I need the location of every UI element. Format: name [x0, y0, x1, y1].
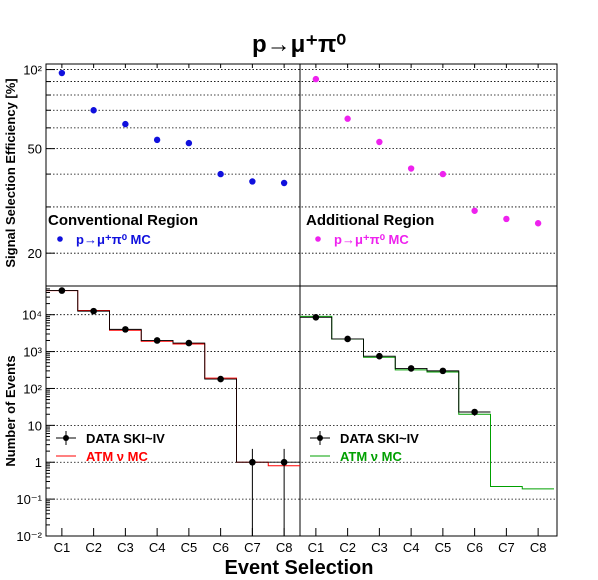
data-point [185, 339, 193, 347]
plot-area: 20 50 10² 10⁻² 10⁻¹ 1 10 10² 10³ 10⁴ C1 C2 C3 C4 C5 C6 C… [16, 63, 558, 555]
legend-marker [63, 435, 69, 441]
efficiency-point [185, 139, 193, 147]
x-tick-label: C2 [85, 540, 102, 555]
data-point [439, 367, 447, 375]
data-point [407, 365, 415, 372]
x-tick-label: C6 [212, 540, 229, 555]
bottom-y-axis-label: Number of Events [3, 355, 18, 466]
legend-marker [315, 236, 321, 242]
legend-entry: ATM ν MC [86, 449, 148, 464]
top-y-tick-label: 50 [28, 142, 42, 157]
data-step [46, 290, 300, 463]
x-tick-label: C5 [181, 540, 198, 555]
x-tick-label: C1 [54, 540, 71, 555]
region-label: Additional Region [306, 212, 434, 229]
efficiency-point [471, 207, 478, 214]
bottom-y-tick-label: 10³ [23, 345, 42, 360]
data-point [376, 352, 383, 360]
top-y-tick-label: 10² [23, 63, 42, 78]
top-frame [45, 63, 558, 287]
x-tick-label: C4 [149, 540, 166, 555]
x-tick-label: C4 [403, 540, 420, 555]
data-point [90, 307, 97, 315]
data-point [344, 335, 351, 343]
data-point [153, 337, 161, 344]
legend-entry: DATA SKI~IV [340, 431, 419, 446]
x-tick-label: C8 [530, 540, 547, 555]
x-tick-label: C1 [308, 540, 325, 555]
data-point [280, 458, 288, 466]
legend-entry: ATM ν MC [340, 449, 402, 464]
bottom-frame [45, 285, 558, 537]
region-label: Conventional Region [48, 212, 198, 229]
efficiency-point [58, 69, 66, 77]
x-tick-label: C3 [117, 540, 134, 555]
data-point [58, 287, 66, 294]
bottom-y-tick-label: 1 [35, 455, 42, 470]
mc-histogram [46, 290, 300, 467]
x-tick-label: C5 [435, 540, 452, 555]
chart-title: p→μ⁺π⁰ [252, 31, 346, 58]
legend-entry: p→μ⁺π⁰ MC [334, 232, 409, 247]
x-tick-label: C7 [498, 540, 515, 555]
data-step [300, 316, 491, 413]
efficiency-point [503, 215, 510, 223]
x-tick-label: C6 [466, 540, 483, 555]
x-tick-label: C3 [371, 540, 388, 555]
mc-histogram [300, 315, 554, 490]
x-tick-label: C7 [244, 540, 261, 555]
efficiency-point [153, 136, 161, 144]
data-point [471, 408, 478, 416]
x-tick-label: C2 [339, 540, 356, 555]
x-axis-label: Event Selection [225, 557, 374, 579]
legend-entry: DATA SKI~IV [86, 431, 165, 446]
efficiency-point [407, 165, 415, 172]
bottom-y-tick-label: 10⁻¹ [16, 492, 42, 507]
efficiency-point [90, 107, 97, 114]
top-y-axis-label: Signal Selection Efficiency [%] [3, 78, 18, 267]
efficiency-point [344, 115, 351, 122]
efficiency-point [534, 220, 542, 227]
efficiency-point [122, 120, 129, 128]
bottom-y-tick-label: 10 [28, 418, 42, 433]
data-point [217, 375, 224, 383]
efficiency-point [376, 138, 383, 146]
bottom-y-tick-label: 10⁴ [22, 308, 42, 323]
legend-marker [317, 435, 323, 441]
legend-entry: p→μ⁺π⁰ MC [76, 232, 151, 247]
efficiency-point [439, 170, 447, 178]
efficiency-point [312, 75, 320, 83]
bottom-y-tick-label: 10² [23, 381, 42, 396]
efficiency-point [280, 179, 288, 187]
top-y-tick-label: 20 [28, 246, 42, 261]
legend-marker [57, 236, 63, 242]
bottom-y-tick-label: 10⁻² [16, 529, 42, 544]
data-point [249, 458, 256, 466]
data-point [312, 314, 320, 321]
efficiency-point [249, 178, 256, 185]
data-point [122, 326, 129, 333]
x-tick-label: C8 [276, 540, 293, 555]
efficiency-point [217, 170, 224, 178]
